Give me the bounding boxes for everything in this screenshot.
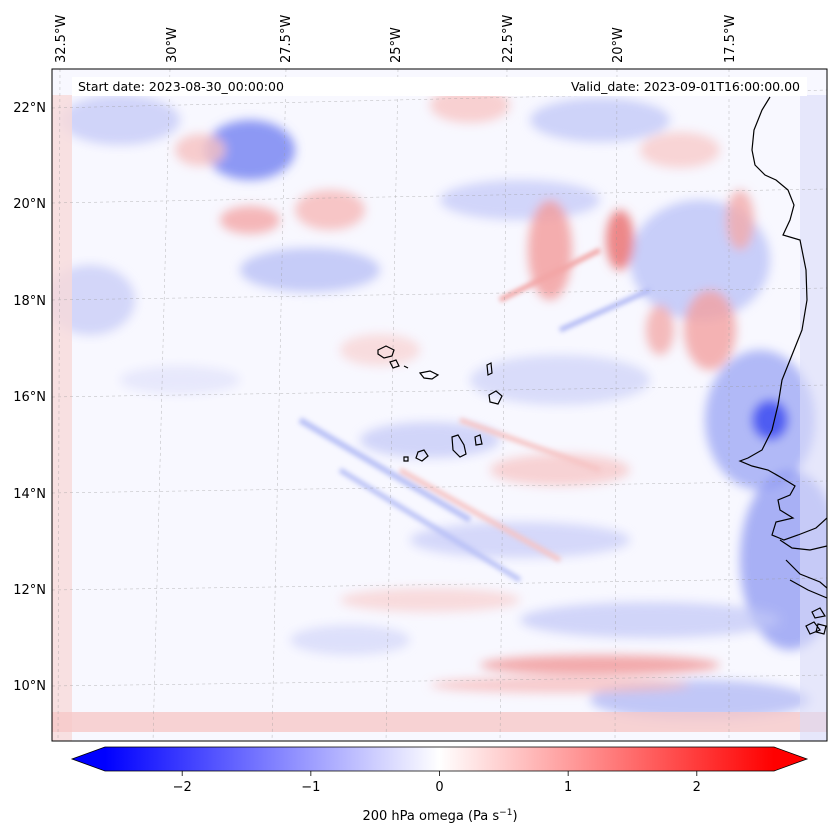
- colorbar-tick-label: 2: [693, 780, 701, 795]
- island-boa-vista: [488, 390, 503, 405]
- lon-label: 32.5°W: [54, 15, 69, 63]
- lat-label: 16°N: [13, 390, 46, 405]
- coastline-gambia: [779, 539, 827, 551]
- colorbar-extend-low: [72, 747, 105, 771]
- boundary-strip-left: [52, 95, 72, 741]
- lon-labels: 32.5°W 30°W 27.5°W 25°W 22.5°W 20°W 17.5…: [54, 15, 738, 63]
- colorbar-extend-high: [774, 747, 807, 771]
- coastline-guinea-bissau: [785, 559, 827, 599]
- colorbar-label: 200 hPa omega (Pa s−1): [362, 808, 517, 824]
- lat-label: 14°N: [13, 487, 46, 502]
- valid-date-label: Valid_date: 2023-09-01T16:00:00.00: [571, 79, 800, 94]
- colorbar-ticks: −2 −1 0 1 2: [173, 771, 701, 795]
- colorbar-tick-label: −2: [173, 780, 192, 795]
- island-sal: [486, 362, 493, 376]
- island-fogo: [415, 449, 429, 462]
- lon-label: 27.5°W: [279, 15, 294, 63]
- island-santo-antao: [377, 345, 395, 359]
- lat-label: 18°N: [13, 294, 46, 309]
- lat-labels: 22°N 20°N 18°N 16°N 14°N 12°N 10°N: [13, 101, 46, 694]
- lat-label: 20°N: [13, 197, 46, 212]
- lon-label: 30°W: [165, 27, 180, 63]
- island-santiago: [451, 434, 467, 458]
- colorbar-tick-label: 0: [435, 780, 443, 795]
- map-panel: Start date: 2023-08-30_00:00:00 Valid_da…: [52, 69, 827, 741]
- colorbar-tick-label: 1: [564, 780, 572, 795]
- lon-label: 17.5°W: [723, 15, 738, 63]
- colorbar-outline: [70, 746, 809, 772]
- lat-label: 10°N: [13, 679, 46, 694]
- boundary-strip-right: [800, 95, 827, 741]
- colorbar: −2 −1 0 1 2 200 hPa omega (Pa s−1): [70, 746, 809, 824]
- boundary-strip-bottom: [52, 712, 827, 732]
- island-sao-vicente: [389, 359, 400, 369]
- colorbar-body: [105, 747, 774, 771]
- lon-label: 22.5°W: [501, 15, 516, 63]
- colorbar-tick-label: −1: [301, 780, 320, 795]
- lon-label: 20°W: [611, 27, 626, 63]
- gridlines: [52, 69, 827, 741]
- lat-label: 22°N: [13, 101, 46, 116]
- island-sao-nicolau: [418, 370, 440, 380]
- coastline-africa: [738, 96, 827, 541]
- coastlines: [377, 96, 827, 635]
- omega-streaks: [298, 247, 652, 583]
- lat-label: 12°N: [13, 583, 46, 598]
- map-frame: [51, 68, 828, 742]
- coastline-bijagos: [805, 607, 827, 635]
- start-date-label: Start date: 2023-08-30_00:00:00: [78, 79, 284, 94]
- island-maio: [474, 434, 483, 446]
- island-brava: [403, 456, 409, 462]
- annotation-band: [72, 77, 807, 96]
- lon-label: 25°W: [389, 27, 404, 63]
- island-santa-luzia: [403, 365, 409, 369]
